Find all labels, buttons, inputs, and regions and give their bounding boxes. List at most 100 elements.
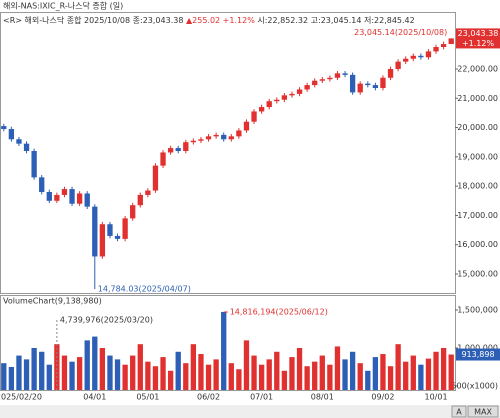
candle-body bbox=[23, 143, 30, 151]
volume-bar bbox=[130, 355, 136, 390]
last-volume-badge bbox=[456, 348, 500, 361]
volume-note: 4,739,976(2025/03/20) bbox=[60, 316, 153, 325]
candle-body bbox=[365, 83, 371, 86]
volume-bar bbox=[349, 351, 356, 390]
candle-body bbox=[167, 148, 174, 153]
candle-body bbox=[198, 139, 204, 141]
candle-body bbox=[61, 189, 68, 195]
candle-body bbox=[403, 58, 409, 62]
volume-bar bbox=[274, 351, 280, 390]
info-prefix: <R> 해외-나스닥 종합 2025/10/08 종:23,043.38 bbox=[3, 15, 183, 25]
y-tick-label: 18,000.00 bbox=[457, 182, 498, 191]
zoom-a-label: A bbox=[456, 408, 462, 417]
volume-bar bbox=[312, 361, 318, 390]
candle-body bbox=[114, 235, 121, 239]
candle-body bbox=[175, 148, 181, 151]
candle-body bbox=[39, 177, 45, 193]
info-change: ▲255.02 +1.12% bbox=[186, 16, 255, 25]
max-label: MAX bbox=[474, 408, 492, 417]
candle-body bbox=[395, 61, 401, 69]
candle-body bbox=[380, 77, 386, 89]
candle-body bbox=[349, 74, 356, 93]
volume-bar bbox=[137, 344, 143, 390]
volume-bar bbox=[221, 311, 227, 390]
volume-bar bbox=[152, 366, 159, 390]
zoom-a-button[interactable] bbox=[451, 405, 467, 418]
y-tick-label: 1,000,000 bbox=[457, 343, 498, 352]
scrollbar bbox=[0, 405, 500, 418]
volume-bar bbox=[243, 340, 250, 390]
y-tick-label: 16,000.00 bbox=[457, 240, 498, 249]
volume-bar bbox=[23, 359, 30, 390]
candle-body bbox=[236, 130, 242, 137]
volume-bar bbox=[395, 344, 401, 390]
volume-bar bbox=[160, 357, 166, 390]
candle-body bbox=[312, 80, 318, 86]
high-note: 23,045.14(2025/10/08) bbox=[354, 28, 447, 37]
x-tick-label: 06/02 bbox=[197, 393, 220, 402]
candle-body bbox=[418, 55, 424, 58]
x-tick-label: 07/01 bbox=[250, 393, 273, 402]
candle-body bbox=[46, 192, 52, 201]
volume-note: 14,816,194(2025/06/12) bbox=[230, 308, 328, 317]
volume-bar bbox=[76, 357, 83, 390]
candle-body bbox=[425, 51, 432, 58]
volume-bar bbox=[114, 359, 121, 390]
volume-bar bbox=[69, 361, 75, 390]
x-tick-label: 09/02 bbox=[371, 393, 394, 402]
volume-bar bbox=[334, 346, 341, 390]
volume-bar bbox=[205, 364, 212, 390]
volume-bar bbox=[39, 351, 45, 390]
volume-bar bbox=[183, 363, 189, 390]
last-price-badge bbox=[456, 28, 500, 49]
last-volume-label: 913,898 bbox=[461, 350, 494, 359]
candle-body bbox=[190, 140, 197, 143]
candle-body bbox=[281, 95, 288, 100]
candle-body bbox=[448, 38, 454, 45]
x-tick-label: 08/01 bbox=[311, 393, 334, 402]
candle-body bbox=[205, 136, 212, 140]
volume-bar bbox=[190, 344, 197, 390]
y-tick-label: 19,000.00 bbox=[457, 152, 498, 161]
candle-body bbox=[213, 134, 219, 137]
volume-bar bbox=[145, 361, 151, 390]
candle-body bbox=[122, 218, 128, 239]
y-tick-label: 22,000.00 bbox=[457, 64, 498, 73]
volume-bar bbox=[425, 358, 432, 390]
candle-body bbox=[334, 73, 341, 78]
y-tick-label: 500(x1000) bbox=[451, 381, 498, 390]
candle-body bbox=[92, 206, 98, 257]
info-rest: 시:22,852.32 고:23,045.14 저:22,845.42 bbox=[257, 16, 414, 25]
chart-title: 해외-NAS:IXIC_R-나스닥 종합 (일) bbox=[3, 1, 123, 11]
y-tick-label: 1,500,000 bbox=[457, 305, 498, 314]
candle-body bbox=[137, 194, 143, 206]
volume-bar bbox=[61, 355, 68, 390]
volume-bar bbox=[31, 347, 37, 390]
y-tick-label: 20,000.00 bbox=[457, 123, 498, 132]
volume-bar bbox=[99, 347, 106, 390]
volume-bar bbox=[380, 354, 386, 390]
max-button[interactable] bbox=[467, 405, 499, 418]
candle-body bbox=[221, 134, 227, 140]
y-tick-label: 15,000.00 bbox=[457, 270, 498, 279]
candle-body bbox=[327, 77, 333, 80]
volume-bar bbox=[46, 364, 52, 390]
volume-bar bbox=[251, 355, 257, 390]
candle-body bbox=[243, 121, 250, 131]
candle-body bbox=[1, 126, 7, 130]
candle-body bbox=[440, 44, 447, 48]
volume-bar bbox=[258, 364, 265, 390]
volume-bar bbox=[175, 351, 181, 390]
candle-body bbox=[251, 111, 257, 122]
volume-bar bbox=[16, 355, 22, 390]
volume-bar bbox=[403, 361, 409, 390]
candle-body bbox=[8, 129, 15, 140]
low-note: 14,784.03(2025/04/07) bbox=[98, 285, 191, 294]
x-tick-label: 05/01 bbox=[136, 393, 159, 402]
volume-bar bbox=[387, 366, 394, 390]
volume-bar bbox=[213, 359, 219, 390]
candle-body bbox=[130, 205, 136, 219]
candle-body bbox=[152, 165, 159, 191]
volume-bar bbox=[92, 336, 98, 390]
